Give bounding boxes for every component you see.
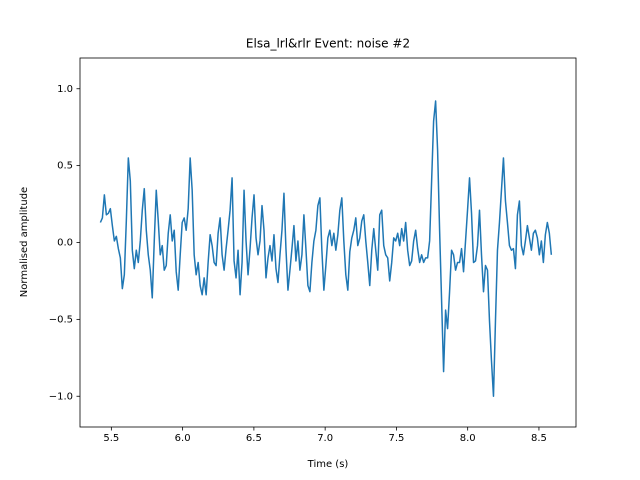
x-tick-label: 6.0 <box>175 433 191 444</box>
y-axis-label: Normalised amplitude <box>19 187 30 297</box>
x-axis-label: Time (s) <box>307 459 349 470</box>
x-tick-label: 6.5 <box>246 433 262 444</box>
y-tick-label: 0.0 <box>57 238 73 249</box>
x-tick-label: 5.5 <box>103 433 119 444</box>
y-tick-label: −1.0 <box>49 391 73 402</box>
x-tick-label: 8.5 <box>531 433 547 444</box>
y-tick-label: 0.5 <box>57 161 73 172</box>
chart-title: Elsa_lrl&rlr Event: noise #2 <box>246 37 410 51</box>
x-tick-label: 7.0 <box>317 433 333 444</box>
x-tick-label: 7.5 <box>388 433 404 444</box>
plot-frame <box>79 57 577 428</box>
x-tick-label: 8.0 <box>460 433 476 444</box>
y-tick-label: 1.0 <box>57 84 73 95</box>
y-tick-label: −0.5 <box>49 314 73 325</box>
line-series <box>99 100 553 397</box>
